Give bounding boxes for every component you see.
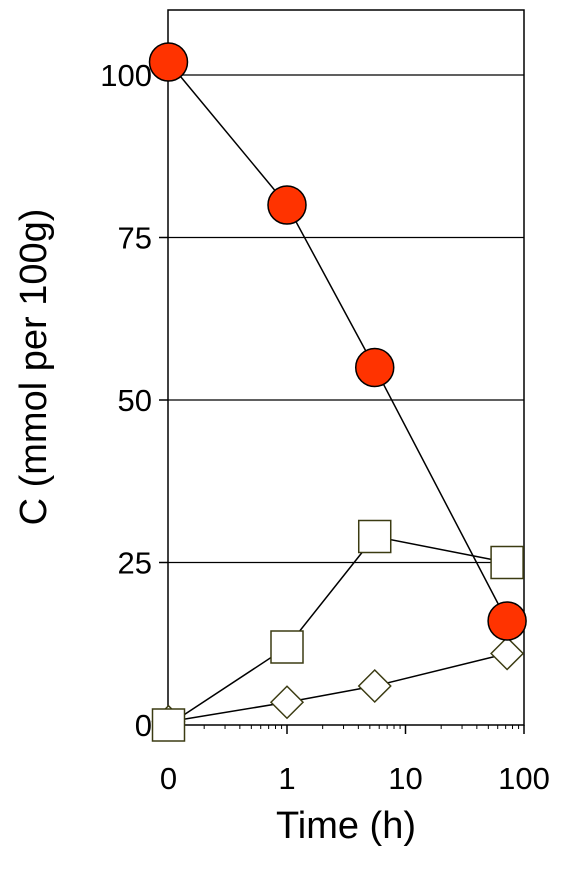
data-point-circle (267, 185, 307, 225)
data-point-square (357, 519, 392, 554)
y-tick-label: 50 (118, 383, 152, 418)
x-tick-label: 100 (498, 761, 550, 796)
data-point-diamond (490, 636, 525, 671)
y-tick-label: 75 (118, 221, 152, 256)
data-point-square (490, 545, 524, 580)
data-point-circle (148, 42, 189, 82)
plot-area-frame (167, 9, 525, 726)
x-tick-label: 1 (278, 761, 295, 796)
data-series (148, 42, 527, 742)
grid-lines (168, 74, 524, 564)
data-point-diamond (269, 685, 305, 720)
data-point-circle (354, 347, 395, 388)
x-tick-label: 0 (160, 761, 177, 796)
data-point-square (151, 708, 186, 742)
y-axis-title: C (mmol per 100g) (13, 209, 55, 526)
y-tick-label: 0 (135, 708, 152, 743)
series-line-open-diamond (168, 652, 508, 723)
y-tick-label: 100 (100, 58, 152, 93)
series-line-filled-circle (167, 61, 508, 622)
data-point-diamond (357, 668, 392, 704)
x-tick-label: 10 (388, 761, 422, 796)
data-point-square (270, 630, 304, 664)
series-line-open-square (168, 535, 508, 726)
data-point-circle (487, 601, 527, 641)
x-axis-title: Time (h) (276, 805, 416, 847)
y-tick-label: 25 (118, 546, 152, 581)
